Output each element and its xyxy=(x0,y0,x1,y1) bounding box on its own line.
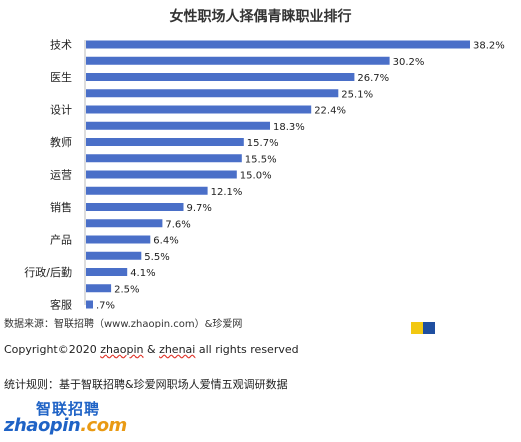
logo-domain-suffix: .com xyxy=(80,415,127,436)
copyright-prefix: Copyright©2020 xyxy=(4,343,101,356)
data-label-12: 6.4% xyxy=(153,236,178,247)
category-label-6: 教师 xyxy=(50,136,72,149)
data-label-2: 26.7% xyxy=(357,73,389,84)
statistics-method-note: 统计规则：基于智联招聘&珍爱网职场人爱情五观调研数据 xyxy=(4,378,288,391)
bar-0 xyxy=(86,40,470,49)
data-label-3: 25.1% xyxy=(341,89,373,100)
copyright-mid: & xyxy=(143,343,160,356)
category-label-16: 客服 xyxy=(50,298,72,311)
category-label-8: 运营 xyxy=(50,168,72,182)
bar-3 xyxy=(86,89,339,98)
category-label-2: 医生 xyxy=(50,70,72,84)
data-label-4: 22.4% xyxy=(314,106,346,117)
category-label-12: 产品 xyxy=(50,233,72,247)
bar-chart: 38.2% 技术 30.2% 26.7% 医生 25.1% 22.4% 设计 18.3% 15.7… xyxy=(24,39,505,311)
bar-4 xyxy=(86,105,312,114)
bar-12 xyxy=(86,235,151,244)
bar-16 xyxy=(86,300,93,309)
copyright-suffix: all rights reserved xyxy=(195,343,299,356)
data-label-9: 12.1% xyxy=(211,187,243,198)
data-label-14: 4.1% xyxy=(130,268,155,279)
data-label-5: 18.3% xyxy=(273,122,305,133)
data-label-6: 15.7% xyxy=(247,138,279,149)
bar-11 xyxy=(86,219,163,228)
category-label-10: 销售 xyxy=(50,200,72,214)
data-source-note: 数据来源：智联招聘（www.zhaopin.com）&珍爱网 xyxy=(4,319,243,328)
logo-english-name: zhaopin xyxy=(4,415,81,436)
category-label-0: 技术 xyxy=(50,39,72,52)
copyright-brand-zhaopin: zhaopin xyxy=(100,343,144,356)
bar-14 xyxy=(86,268,128,276)
bar-9 xyxy=(86,186,208,195)
bar-1 xyxy=(86,56,390,65)
yellow-square xyxy=(411,322,423,334)
category-label-4: 设计 xyxy=(50,104,72,117)
category-label-14: 行政/后勤 xyxy=(24,265,72,279)
logo-english-text: zhaopin.com xyxy=(4,415,127,436)
data-label-13: 5.5% xyxy=(144,252,169,263)
copyright-brand-zhenai: zhenai xyxy=(159,343,196,356)
data-label-10: 9.7% xyxy=(187,203,212,214)
data-label-8: 15.0% xyxy=(240,171,272,182)
data-label-7: 15.5% xyxy=(245,154,277,165)
chart-title: 女性职场人择偶青睐职业排行 xyxy=(169,9,352,25)
bar-8 xyxy=(86,170,237,179)
data-label-16: .7% xyxy=(96,301,115,311)
bar-6 xyxy=(86,138,244,146)
bar-13 xyxy=(86,251,142,260)
bar-5 xyxy=(86,121,270,130)
brand-color-squares xyxy=(411,319,435,338)
bar-15 xyxy=(86,284,112,293)
data-label-15: 2.5% xyxy=(114,284,139,295)
bar-2 xyxy=(86,73,355,81)
data-label-11: 7.6% xyxy=(165,219,190,230)
bar-7 xyxy=(86,154,242,163)
data-label-0: 38.2% xyxy=(473,41,505,52)
logo-chinese-text: 智联招聘 xyxy=(36,400,101,418)
data-label-1: 30.2% xyxy=(393,57,425,68)
zhaopin-logo: 智联招聘 zhaopin.com xyxy=(2,398,127,438)
bar-10 xyxy=(86,203,184,211)
copyright-notice: Copyright©2020 zhaopin & zhenai all righ… xyxy=(4,343,299,356)
blue-square xyxy=(423,322,435,334)
